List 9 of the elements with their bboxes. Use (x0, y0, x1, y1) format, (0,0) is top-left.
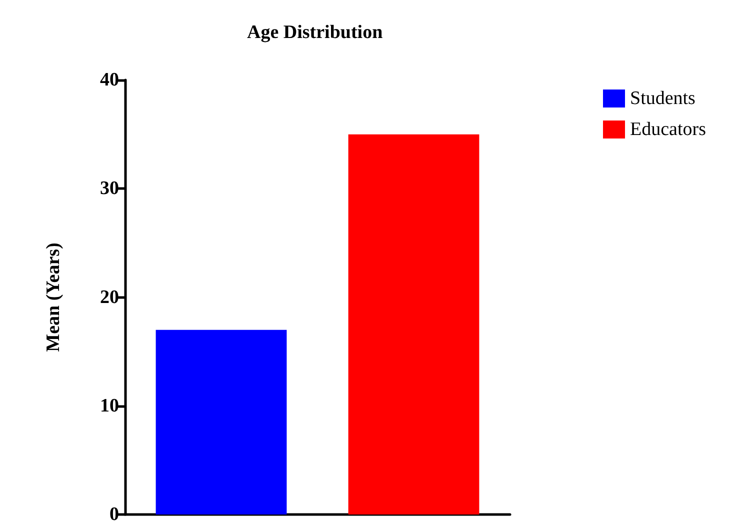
y-tick-label: 30 (100, 178, 119, 200)
legend-label: Students (630, 88, 696, 109)
y-tick-label: 10 (100, 395, 119, 416)
y-tick-label: 40 (100, 70, 119, 90)
legend-label: Educators (630, 119, 706, 140)
y-tick-label: 20 (100, 286, 119, 308)
chart-title: Age Distribution (247, 22, 384, 43)
y-axis-title: Mean (Years) (43, 242, 64, 352)
y-tick-label: 0 (110, 504, 119, 524)
